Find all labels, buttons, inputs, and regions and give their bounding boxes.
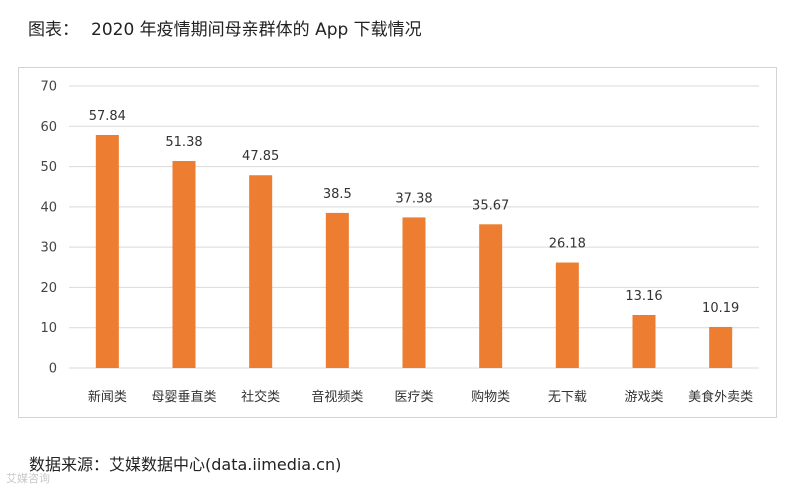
data-label: 10.19 [702,301,739,316]
bar [249,175,273,368]
data-label: 37.38 [395,191,432,206]
watermark-logo: 艾媒咨询 [6,472,50,485]
chart-frame: 0 10 20 30 40 50 60 70 57.84 新闻类 51.38 母婴垂直类 47.85 社交… [18,67,777,418]
bar [709,326,733,368]
x-tick-label: 医疗类 [394,390,433,405]
bar [172,161,196,368]
data-label: 51.38 [165,135,202,150]
bar [479,224,503,368]
data-label: 35.67 [472,198,509,213]
bar [402,217,426,368]
data-label: 47.85 [242,149,279,164]
x-tick-label: 美食外卖类 [688,389,753,405]
y-tick-label: 40 [40,200,57,215]
y-tick-label: 60 [40,120,57,135]
bar [95,134,119,368]
bar-chart: 0 10 20 30 40 50 60 70 57.84 新闻类 51.38 母婴垂直类 47.85 社交… [40,80,759,405]
figure-prefix: 图表： [28,20,79,40]
bar [632,314,656,368]
y-tick-label: 50 [40,160,57,175]
chart-title-line: 图表： 2020 年疫情期间母亲群体的 App 下载情况 [28,15,422,40]
data-label: 38.5 [323,187,352,202]
x-tick-label: 音视频类 [311,389,363,405]
bar [325,212,349,368]
bar [555,262,579,368]
chart-title: 2020 年疫情期间母亲群体的 App 下载情况 [91,20,422,40]
x-tick-label: 社交类 [241,389,280,405]
y-tick-label: 30 [40,241,57,256]
x-tick-label: 新闻类 [88,389,127,405]
data-source: 数据来源：艾媒数据中心(data.iimedia.cn) [29,455,342,474]
data-label: 57.84 [89,109,126,124]
y-tick-label: 70 [40,80,57,95]
y-tick-label: 10 [40,321,57,336]
x-tick-label: 母婴垂直类 [151,390,216,405]
x-tick-label: 购物类 [471,389,510,405]
data-label: 26.18 [549,237,586,252]
y-tick-label: 20 [40,281,57,296]
x-tick-label: 游戏类 [624,390,663,405]
y-tick-label: 0 [49,362,57,377]
x-tick-label: 无下载 [548,390,587,405]
data-label: 13.16 [625,289,662,304]
